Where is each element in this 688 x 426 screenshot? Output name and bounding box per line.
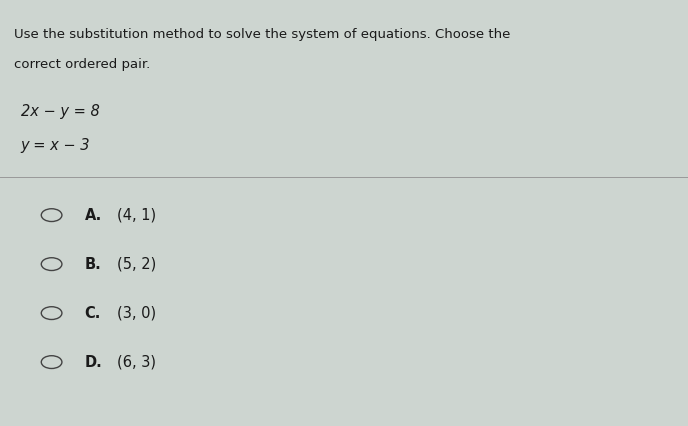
Text: Use the substitution method to solve the system of equations. Choose the: Use the substitution method to solve the… xyxy=(14,28,510,41)
Text: y = x − 3: y = x − 3 xyxy=(21,138,90,153)
Text: (5, 2): (5, 2) xyxy=(117,256,156,272)
Text: 2x − y = 8: 2x − y = 8 xyxy=(21,104,99,119)
Text: D.: D. xyxy=(85,354,103,370)
Text: A.: A. xyxy=(85,207,102,223)
Text: (6, 3): (6, 3) xyxy=(117,354,156,370)
Text: (4, 1): (4, 1) xyxy=(117,207,156,223)
Text: B.: B. xyxy=(85,256,101,272)
Text: C.: C. xyxy=(85,305,101,321)
Text: correct ordered pair.: correct ordered pair. xyxy=(14,58,150,71)
Text: (3, 0): (3, 0) xyxy=(117,305,156,321)
